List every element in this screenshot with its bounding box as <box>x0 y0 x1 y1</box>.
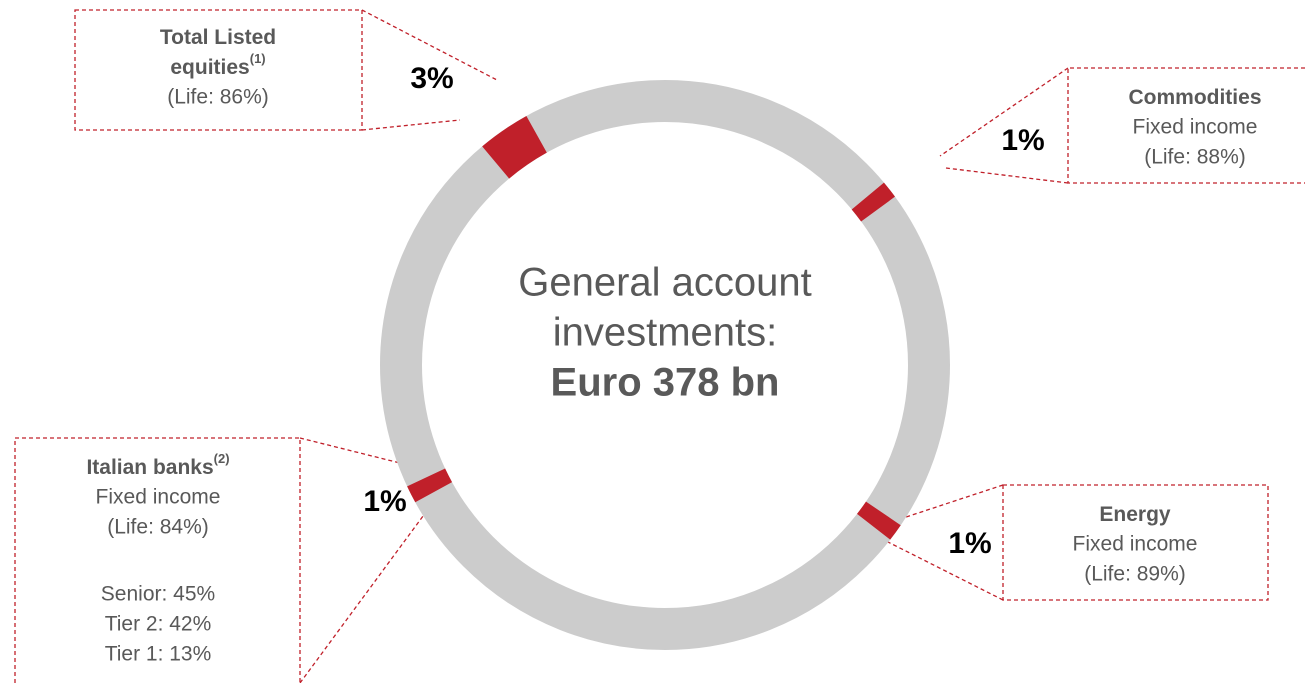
segment-title: Total Listed <box>160 26 276 49</box>
segment-detail: (Life: 89%) <box>1084 563 1186 586</box>
segment <box>482 115 547 179</box>
callout-box <box>1067 67 1305 184</box>
connector <box>883 539 1004 601</box>
title-text: Total Listed <box>160 26 276 49</box>
segment-title: Commodities <box>1128 86 1261 109</box>
segment-detail: (Life: 86%) <box>167 86 269 109</box>
segment-detail: Senior: 45% <box>101 583 215 606</box>
callout-box <box>74 9 363 131</box>
footnote-mark: (2) <box>214 451 230 466</box>
connector <box>299 437 429 471</box>
title-text: Italian banks <box>86 456 213 479</box>
segment-detail: Tier 1: 13% <box>105 643 212 666</box>
value-label: 1% <box>363 485 406 518</box>
center-text: General account <box>518 261 812 305</box>
value-label: 1% <box>1001 124 1044 157</box>
connector <box>945 167 1069 184</box>
value-label: 1% <box>948 527 991 560</box>
title-text: Commodities <box>1128 86 1261 109</box>
segment-detail: Fixed income <box>96 486 221 509</box>
connector <box>361 119 461 131</box>
segment-title: equities(1) <box>170 51 265 78</box>
connector <box>896 484 1004 521</box>
segment <box>407 468 453 503</box>
callout-box <box>1002 484 1269 601</box>
segment-title: Energy <box>1099 503 1171 526</box>
center-text: investments: <box>553 311 778 355</box>
connector <box>361 9 498 81</box>
segment-detail: Fixed income <box>1073 533 1198 556</box>
title-text: equities <box>170 56 249 79</box>
segment-detail: (Life: 84%) <box>107 516 209 539</box>
segment-detail: (Life: 88%) <box>1144 146 1246 169</box>
callout-box <box>14 437 301 683</box>
connector <box>299 492 441 683</box>
segment-detail: Tier 2: 42% <box>105 613 212 636</box>
segment-title: Italian banks(2) <box>86 451 229 478</box>
ring <box>380 80 950 650</box>
segment <box>851 182 895 222</box>
callouts <box>14 9 1305 683</box>
segment-detail: Fixed income <box>1133 116 1258 139</box>
segment <box>857 501 901 540</box>
value-label: 3% <box>410 62 453 95</box>
title-text: Energy <box>1099 503 1171 526</box>
connector <box>939 67 1069 157</box>
center-value: Euro 378 bn <box>551 361 780 405</box>
footnote-mark: (1) <box>250 51 266 66</box>
